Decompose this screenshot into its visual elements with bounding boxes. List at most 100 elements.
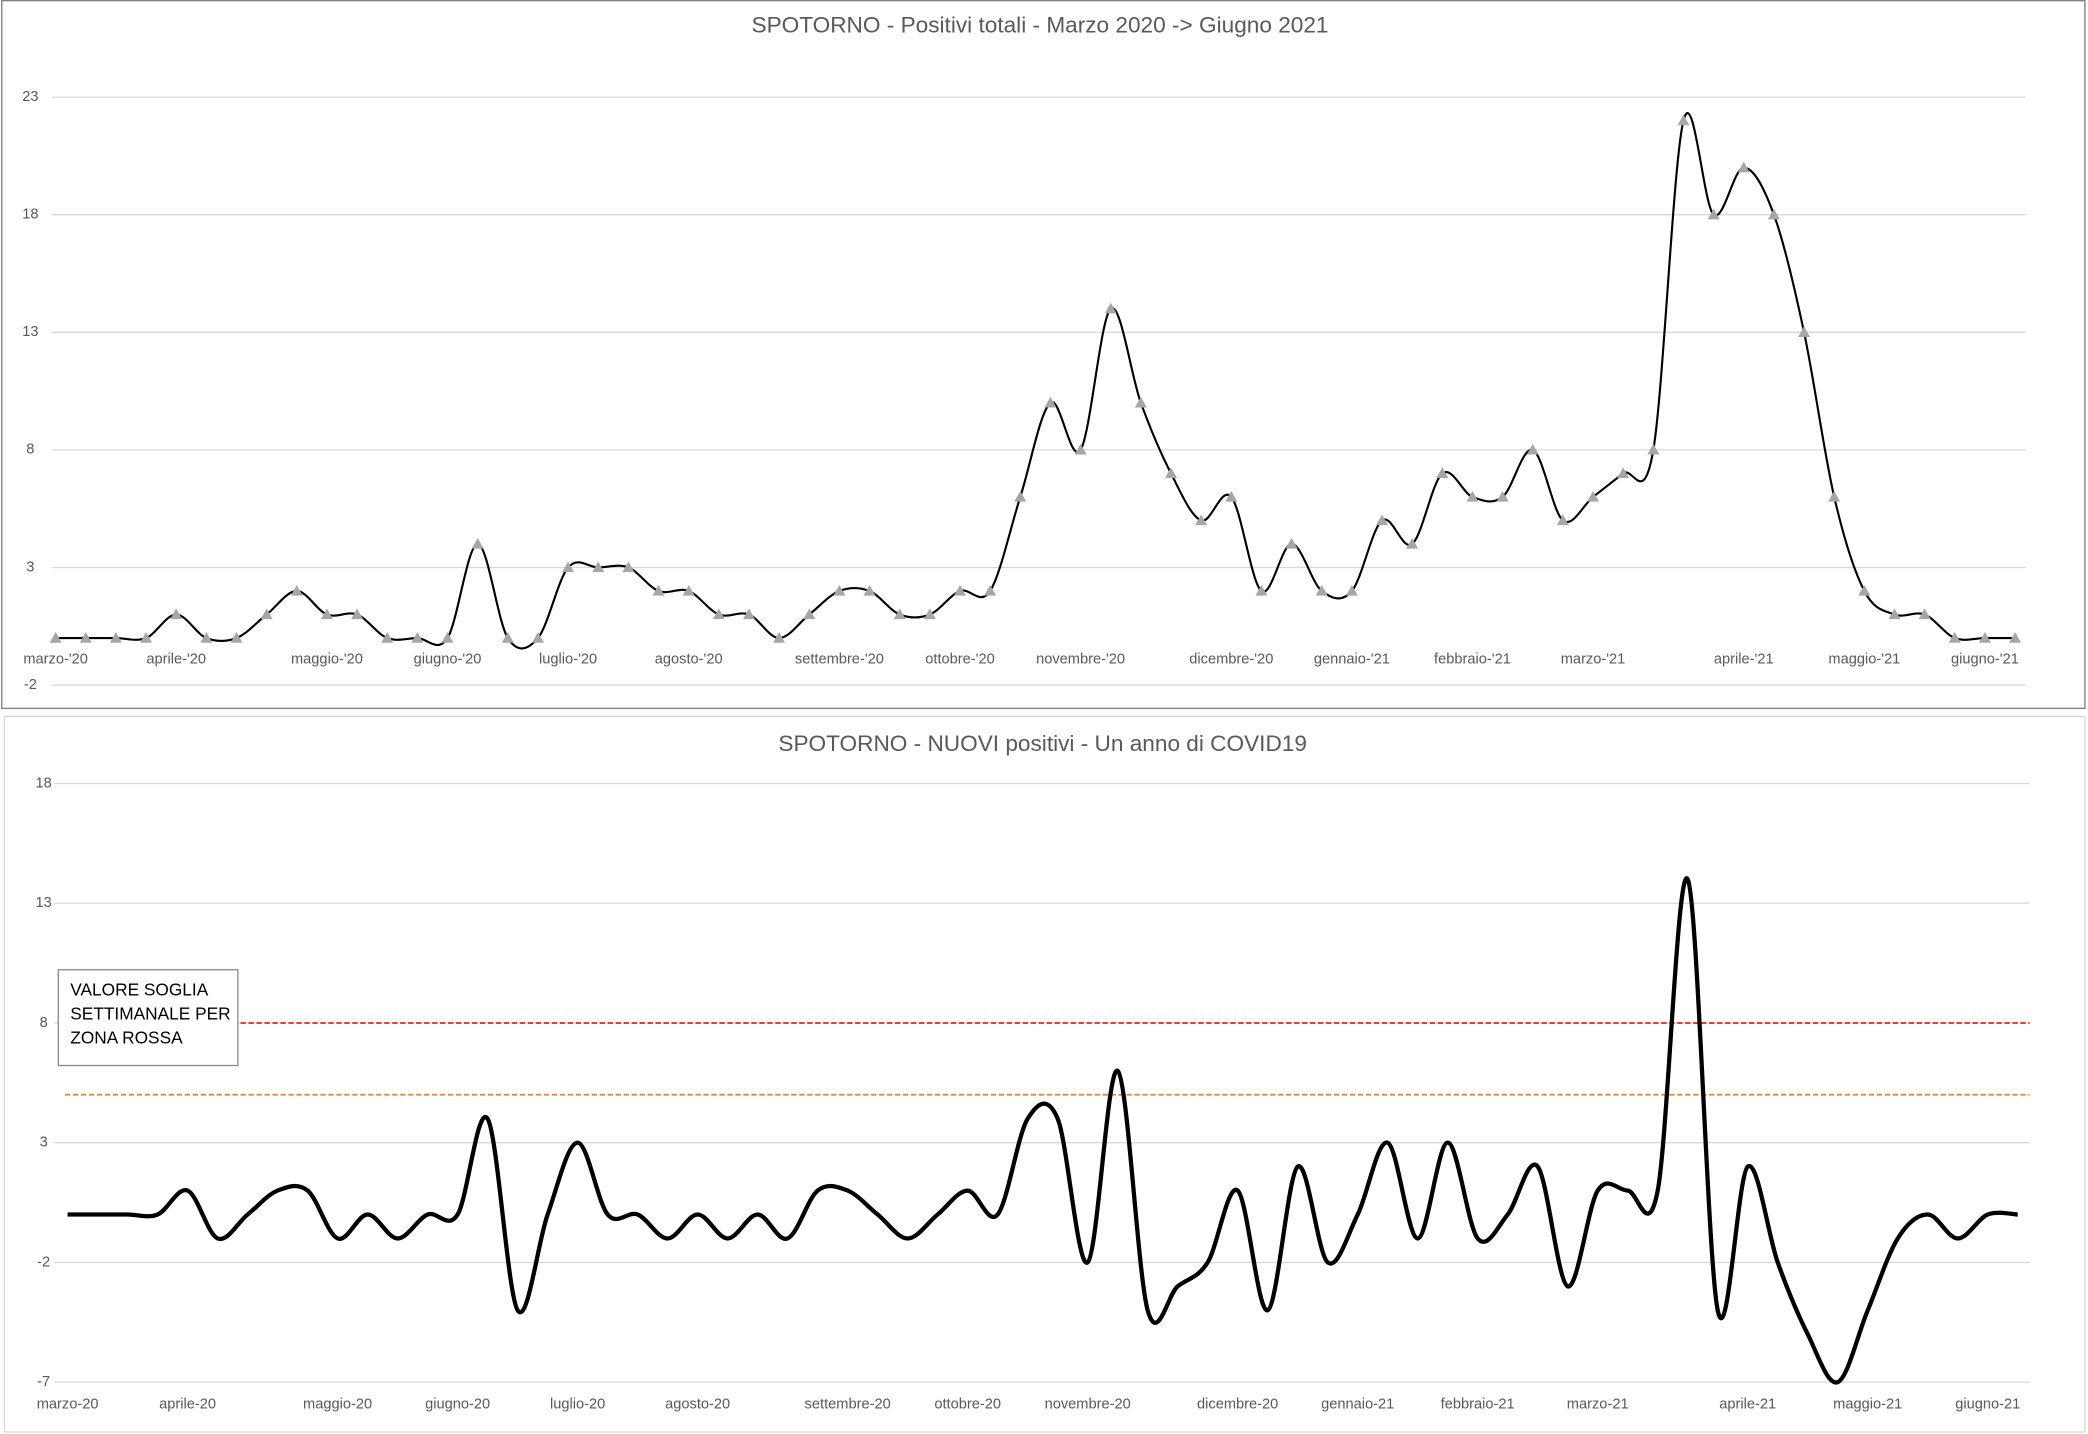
- data-marker: [1195, 514, 1208, 526]
- data-marker: [742, 608, 755, 620]
- data-marker: [1315, 585, 1328, 596]
- data-marker: [1134, 396, 1147, 408]
- x-tick-label: novembre-'20: [1036, 652, 1125, 668]
- data-marker: [1737, 161, 1750, 173]
- y-tick-label: 3: [40, 1135, 48, 1151]
- data-marker: [1436, 467, 1449, 479]
- x-tick-label: giugno-20: [425, 1397, 490, 1413]
- x-tick-label: maggio-'21: [1828, 652, 1900, 668]
- x-tick-label: ottobre-'20: [925, 652, 994, 668]
- data-marker: [954, 585, 966, 596]
- data-marker: [712, 608, 725, 620]
- chart-title: SPOTORNO - NUOVI positivi - Un anno di C…: [778, 731, 1307, 756]
- x-tick-label: aprile-'21: [1714, 652, 1774, 668]
- x-tick-label: giugno-'21: [1951, 652, 2019, 668]
- data-marker: [1707, 208, 1720, 220]
- x-tick-label: agosto-20: [665, 1397, 730, 1413]
- data-marker: [109, 632, 122, 643]
- data-marker: [1767, 208, 1780, 220]
- data-marker: [1526, 443, 1539, 455]
- x-tick-label: marzo-'20: [23, 652, 88, 668]
- data-marker: [320, 608, 333, 620]
- data-marker: [1617, 467, 1630, 479]
- annotation-box: [57, 969, 239, 1067]
- data-marker: [863, 585, 876, 596]
- x-tick-label: maggio-21: [1833, 1397, 1902, 1413]
- data-marker: [260, 608, 273, 620]
- data-marker: [803, 608, 816, 620]
- x-tick-label: luglio-20: [550, 1397, 605, 1413]
- data-marker: [773, 632, 786, 643]
- data-marker: [682, 585, 695, 596]
- y-tick-label: 13: [22, 324, 38, 340]
- y-tick-label: 23: [22, 89, 38, 105]
- data-marker: [441, 632, 454, 643]
- x-tick-label: ottobre-20: [934, 1397, 1001, 1413]
- data-marker: [923, 608, 936, 620]
- data-marker: [49, 632, 62, 643]
- x-tick-label: aprile-'20: [146, 652, 206, 668]
- data-marker: [411, 632, 424, 643]
- data-marker: [1044, 396, 1057, 408]
- data-marker: [230, 632, 243, 643]
- x-tick-label: aprile-20: [159, 1397, 216, 1413]
- data-marker: [1406, 537, 1419, 549]
- data-marker: [471, 537, 484, 549]
- data-marker: [984, 585, 997, 596]
- x-tick-label: febbraio-'21: [1434, 652, 1511, 668]
- data-marker: [290, 585, 303, 596]
- y-tick-label: 8: [26, 442, 34, 458]
- chart-title: SPOTORNO - Positivi totali - Marzo 2020 …: [752, 13, 1329, 38]
- x-tick-label: settembre-'20: [795, 652, 884, 668]
- x-tick-label: giugno-21: [1955, 1397, 2020, 1413]
- y-tick-label: -2: [24, 677, 37, 693]
- x-tick-label: agosto-'20: [655, 652, 723, 668]
- data-marker: [1345, 585, 1358, 596]
- data-marker: [1165, 467, 1177, 479]
- x-tick-label: dicembre-20: [1197, 1397, 1278, 1413]
- annotation-text: SETTIMANALE PER: [70, 1004, 230, 1024]
- data-marker: [501, 632, 514, 643]
- data-marker: [622, 561, 635, 573]
- data-marker: [1285, 537, 1298, 549]
- data-marker: [1074, 443, 1087, 455]
- data-marker: [200, 632, 213, 643]
- data-marker: [351, 608, 364, 620]
- data-marker: [1978, 632, 1991, 643]
- x-tick-label: marzo-'21: [1561, 652, 1626, 668]
- data-marker: [652, 585, 665, 596]
- data-marker: [893, 608, 906, 620]
- y-tick-label: 18: [36, 775, 52, 791]
- x-tick-label: maggio-'20: [291, 652, 363, 668]
- x-tick-label: marzo-20: [37, 1397, 99, 1413]
- data-marker: [1677, 114, 1690, 126]
- x-tick-label: maggio-20: [303, 1397, 372, 1413]
- data-marker: [1496, 490, 1509, 502]
- x-tick-label: settembre-20: [805, 1397, 891, 1413]
- data-marker: [833, 585, 846, 596]
- x-tick-label: gennaio-21: [1321, 1397, 1394, 1413]
- x-tick-label: gennaio-'21: [1314, 652, 1390, 668]
- data-marker: [1255, 585, 1268, 596]
- annotation-text: ZONA ROSSA: [70, 1027, 183, 1047]
- y-tick-label: 13: [36, 895, 52, 911]
- data-marker: [562, 561, 575, 573]
- annotation-text: VALORE SOGLIA: [70, 980, 208, 1000]
- chart-frame: [1, 0, 2086, 710]
- x-tick-label: luglio-'20: [539, 652, 597, 668]
- data-marker: [1858, 585, 1871, 596]
- data-marker: [1014, 490, 1027, 502]
- x-tick-label: novembre-20: [1045, 1397, 1131, 1413]
- data-marker: [1888, 608, 1901, 620]
- data-marker: [1948, 632, 1961, 643]
- data-marker: [1376, 514, 1389, 526]
- y-tick-label: 3: [26, 559, 34, 575]
- data-marker: [592, 561, 605, 573]
- y-tick-label: -2: [37, 1254, 50, 1270]
- data-marker: [1798, 326, 1811, 337]
- data-marker: [1918, 608, 1931, 620]
- data-marker: [1466, 490, 1479, 502]
- y-tick-label: -7: [37, 1374, 50, 1390]
- data-marker: [1225, 490, 1238, 502]
